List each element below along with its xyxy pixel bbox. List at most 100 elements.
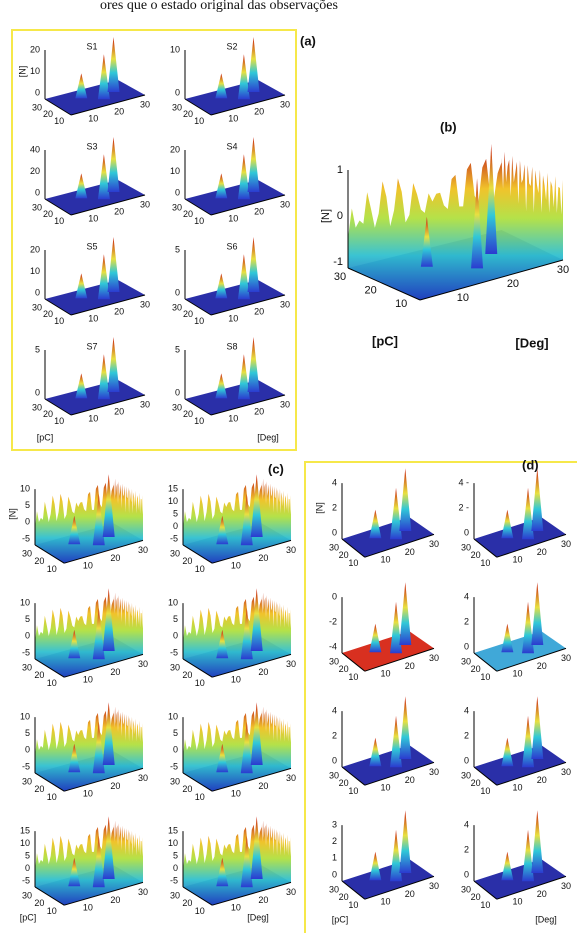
plot-title: S4 — [226, 141, 237, 151]
z-tick-label: 20 — [30, 166, 40, 176]
surface-peak — [522, 488, 534, 539]
x-tick-label: 20 — [537, 889, 547, 899]
x-tick-label: 30 — [140, 299, 150, 309]
surface-floor — [474, 631, 566, 671]
x-axis-title: [Deg] — [515, 335, 548, 350]
y-tick-label: 30 — [329, 542, 339, 552]
x-tick-label: 30 — [138, 659, 148, 669]
surface-peak — [238, 254, 250, 299]
z-tick-label: 0 — [332, 755, 337, 765]
surface-floor — [474, 859, 566, 899]
z-axis-label: [N] — [314, 502, 324, 514]
x-tick-label: 20 — [254, 406, 264, 416]
surface-peak — [75, 273, 87, 298]
surface — [35, 821, 143, 906]
surface-floor — [342, 517, 434, 557]
surface-peak — [98, 54, 110, 99]
plot-title: S5 — [86, 241, 97, 251]
surface-peak — [399, 696, 411, 759]
z-tick-label: 10 — [168, 711, 178, 721]
x-axis-title: [Deg] — [247, 912, 269, 922]
y-tick-label: 10 — [194, 416, 204, 426]
y-tick-label: 20 — [339, 550, 349, 560]
surface-floor — [474, 745, 566, 785]
z-tick-label: 10 — [20, 597, 30, 607]
z-tick-label: 5 — [25, 614, 30, 624]
x-tick-label: 30 — [140, 199, 150, 209]
surface-peak — [399, 468, 411, 531]
z-tick-label: 5 — [173, 508, 178, 518]
plot-title: S2 — [226, 41, 237, 51]
y-axis-title: [pC] — [372, 333, 398, 348]
x-tick-label: 30 — [429, 653, 439, 663]
z-tick-label: 10 — [168, 838, 178, 848]
x-tick-label: 10 — [457, 292, 469, 304]
surface-peak — [248, 237, 260, 292]
surface — [35, 479, 143, 564]
plot-title: S8 — [226, 341, 237, 351]
x-tick-label: 30 — [140, 99, 150, 109]
y-tick-label: 10 — [348, 672, 358, 682]
x-tick-label: 20 — [114, 106, 124, 116]
z-tick-label: 0 — [35, 387, 40, 397]
surface-peak — [108, 237, 120, 292]
y-tick-label: 20 — [43, 309, 53, 319]
surface-peak — [75, 173, 87, 198]
surface-peak — [531, 696, 543, 759]
surface — [35, 707, 143, 792]
surface — [183, 479, 291, 564]
surface-floor — [45, 380, 145, 415]
x-tick-label: 30 — [561, 767, 571, 777]
x-tick-label: 10 — [381, 669, 391, 679]
y-tick-label: 30 — [461, 770, 471, 780]
y-tick-label: 20 — [183, 309, 193, 319]
x-tick-label: 20 — [405, 661, 415, 671]
x-tick-label: 20 — [254, 206, 264, 216]
plot-title: S3 — [86, 141, 97, 151]
y-tick-label: 30 — [170, 548, 180, 558]
surface-peak — [215, 73, 227, 98]
y-tick-label: 30 — [170, 776, 180, 786]
surface-floor — [185, 180, 285, 215]
z-tick-label: 10 — [170, 44, 180, 54]
figure: ores que o estado original das observaçõ… — [0, 0, 577, 933]
y-tick-label: 20 — [34, 784, 44, 794]
y-tick-label: 10 — [395, 298, 407, 310]
y-axis-title: [pC] — [332, 914, 349, 924]
z-tick-label: 4 — [464, 591, 469, 601]
plot-title: S1 — [86, 41, 97, 51]
y-tick-label: 30 — [461, 884, 471, 894]
z-tick-label: 0 — [25, 517, 30, 527]
x-tick-label: 10 — [228, 313, 238, 323]
z-tick-label: 10 — [20, 483, 30, 493]
y-tick-label: 10 — [195, 792, 205, 802]
x-tick-label: 10 — [228, 213, 238, 223]
x-tick-label: 20 — [258, 553, 268, 563]
z-tick-label: 0 — [332, 591, 337, 601]
z-tick-label: 15 — [168, 825, 178, 835]
z-tick-label: 0 — [173, 631, 178, 641]
y-tick-label: 20 — [364, 285, 376, 297]
z-tick-label: 0 — [173, 521, 178, 531]
z-tick-label: -5 — [170, 875, 178, 885]
z-tick-label: 2 — [464, 844, 469, 854]
y-tick-label: 20 — [471, 664, 481, 674]
z-tick-label: -5 — [170, 647, 178, 657]
x-tick-label: 20 — [405, 775, 415, 785]
x-tick-label: 20 — [537, 775, 547, 785]
y-tick-label: 10 — [195, 678, 205, 688]
z-tick-label: 0 — [25, 863, 30, 873]
surface-peak — [238, 154, 250, 199]
z-tick-label: -5 — [22, 761, 30, 771]
surface-peak — [98, 154, 110, 199]
z-tick-label: 10 — [170, 166, 180, 176]
surface-peak — [108, 37, 120, 92]
x-tick-label: 10 — [231, 675, 241, 685]
y-tick-label: 10 — [194, 216, 204, 226]
y-tick-label: 30 — [22, 548, 32, 558]
y-tick-label: 20 — [471, 778, 481, 788]
surface-peak — [501, 738, 513, 767]
z-tick-label: -5 — [170, 533, 178, 543]
surface-floor — [342, 859, 434, 899]
z-tick-label: 15 — [20, 825, 30, 835]
